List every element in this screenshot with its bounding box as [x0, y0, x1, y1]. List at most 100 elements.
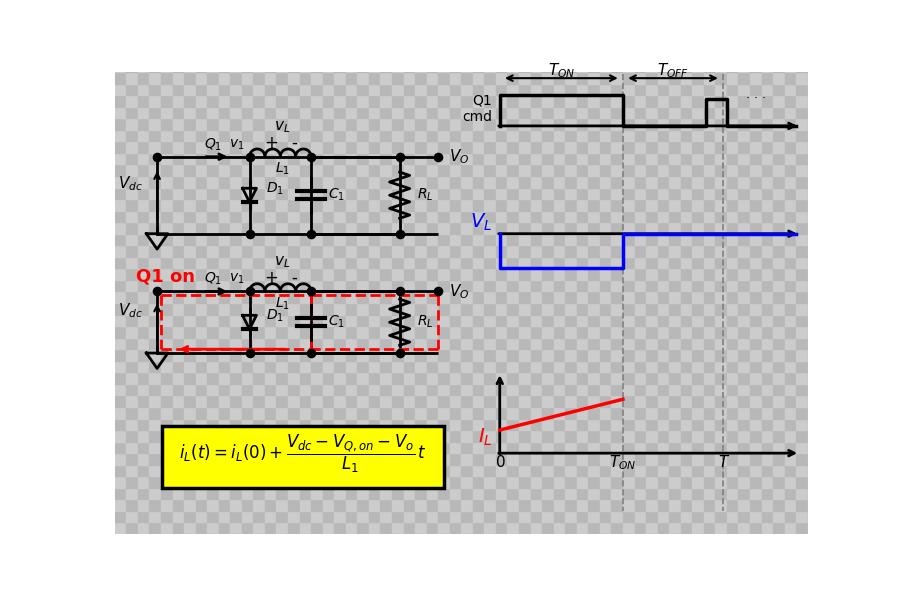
Bar: [554, 453, 565, 464]
Bar: [484, 141, 496, 153]
Bar: [161, 130, 173, 141]
Bar: [716, 338, 727, 349]
Bar: [403, 326, 415, 338]
Bar: [149, 61, 161, 72]
Bar: [508, 257, 519, 268]
Bar: [392, 419, 403, 430]
Bar: [403, 453, 415, 464]
Bar: [680, 407, 692, 419]
Bar: [392, 314, 403, 326]
Bar: [484, 268, 496, 280]
Bar: [658, 176, 669, 187]
Bar: [761, 384, 773, 395]
Bar: [519, 199, 530, 211]
Bar: [738, 395, 750, 407]
Bar: [254, 280, 265, 292]
Bar: [427, 419, 438, 430]
Bar: [450, 419, 461, 430]
Bar: [773, 61, 785, 72]
Bar: [646, 61, 658, 72]
Bar: [577, 361, 589, 372]
Bar: [611, 523, 623, 534]
Bar: [427, 464, 438, 476]
Bar: [472, 141, 484, 153]
Text: -: -: [292, 269, 297, 287]
Bar: [149, 419, 161, 430]
Bar: [173, 107, 184, 118]
Bar: [646, 245, 658, 257]
Bar: [288, 61, 300, 72]
Bar: [727, 407, 738, 419]
Bar: [716, 476, 727, 488]
Bar: [496, 349, 508, 361]
Bar: [195, 349, 207, 361]
Bar: [254, 268, 265, 280]
Bar: [288, 141, 300, 153]
Bar: [554, 268, 565, 280]
Bar: [796, 211, 808, 222]
Bar: [704, 453, 716, 464]
Bar: [161, 511, 173, 523]
Bar: [195, 499, 207, 511]
Bar: [392, 83, 403, 95]
Bar: [207, 164, 219, 176]
Bar: [427, 314, 438, 326]
Bar: [288, 187, 300, 199]
Bar: [415, 349, 427, 361]
Bar: [519, 419, 530, 430]
Bar: [577, 164, 589, 176]
Bar: [322, 72, 334, 83]
Bar: [738, 453, 750, 464]
Text: $C_1$: $C_1$: [328, 314, 345, 331]
Bar: [692, 199, 704, 211]
Bar: [484, 61, 496, 72]
Bar: [427, 499, 438, 511]
Bar: [438, 361, 450, 372]
Bar: [808, 476, 819, 488]
Bar: [565, 95, 577, 107]
Bar: [334, 268, 346, 280]
Bar: [577, 107, 589, 118]
Bar: [669, 464, 680, 476]
Point: [242, 287, 256, 296]
Bar: [149, 222, 161, 233]
Bar: [634, 303, 646, 314]
Bar: [716, 442, 727, 453]
Bar: [611, 338, 623, 349]
Bar: [311, 361, 323, 372]
Bar: [704, 361, 716, 372]
Bar: [288, 233, 300, 245]
Bar: [589, 303, 599, 314]
Bar: [311, 476, 323, 488]
Bar: [589, 499, 599, 511]
Bar: [484, 326, 496, 338]
Bar: [195, 118, 207, 130]
Bar: [761, 153, 773, 164]
Bar: [530, 280, 542, 292]
Bar: [195, 453, 207, 464]
Bar: [623, 72, 634, 83]
Bar: [796, 419, 808, 430]
Bar: [427, 384, 438, 395]
Bar: [322, 314, 334, 326]
Bar: [658, 338, 669, 349]
Bar: [646, 384, 658, 395]
Bar: [265, 395, 276, 407]
Bar: [773, 442, 785, 453]
Bar: [761, 257, 773, 268]
Bar: [692, 361, 704, 372]
Bar: [230, 338, 242, 349]
Bar: [611, 442, 623, 453]
Bar: [577, 118, 589, 130]
Bar: [288, 118, 300, 130]
Bar: [138, 349, 149, 361]
Bar: [704, 268, 716, 280]
Bar: [658, 314, 669, 326]
Bar: [658, 395, 669, 407]
Bar: [195, 72, 207, 83]
Bar: [646, 292, 658, 303]
Bar: [565, 407, 577, 419]
Bar: [761, 245, 773, 257]
Bar: [623, 118, 634, 130]
Bar: [530, 303, 542, 314]
